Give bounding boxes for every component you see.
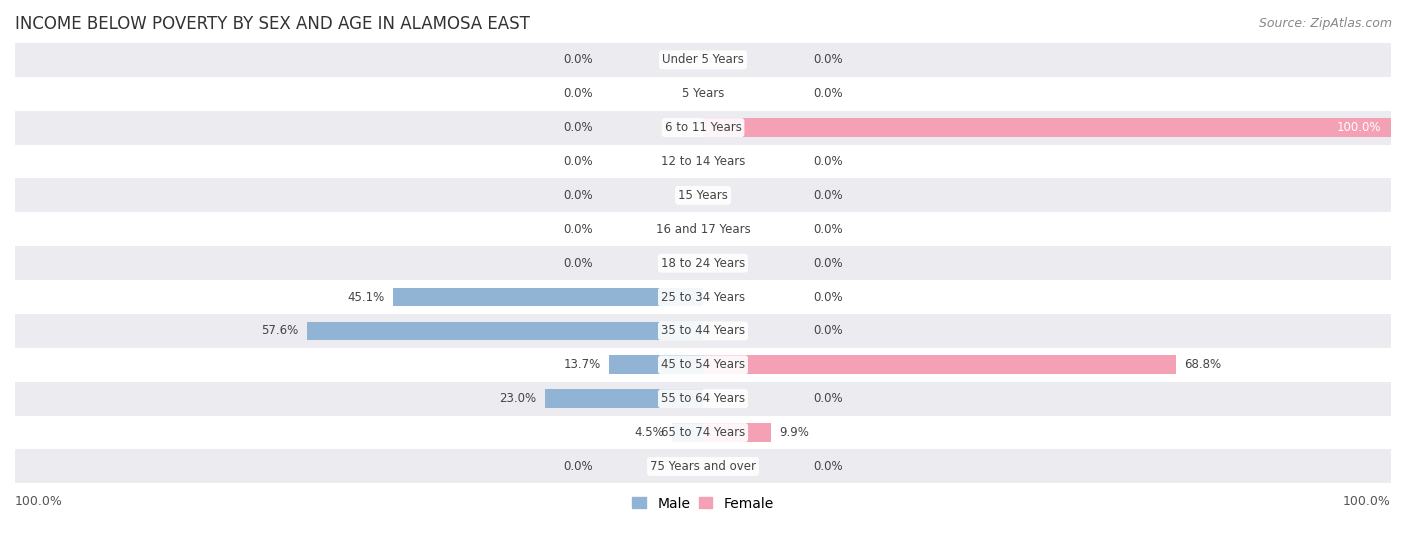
Bar [15, 212, 1391, 246]
Text: 0.0%: 0.0% [564, 223, 593, 235]
Bar [15, 416, 1391, 450]
Bar [703, 355, 1177, 374]
Text: 0.0%: 0.0% [564, 257, 593, 270]
Bar [544, 389, 703, 408]
Text: 35 to 44 Years: 35 to 44 Years [661, 324, 745, 338]
Bar [307, 321, 703, 340]
Bar [15, 77, 1391, 110]
Bar [15, 179, 1391, 212]
Text: 6 to 11 Years: 6 to 11 Years [665, 121, 741, 134]
Bar [609, 355, 703, 374]
Text: 0.0%: 0.0% [813, 189, 842, 202]
Bar [703, 118, 1391, 137]
Text: Under 5 Years: Under 5 Years [662, 54, 744, 66]
Text: 0.0%: 0.0% [564, 121, 593, 134]
Bar [392, 288, 703, 306]
Text: 0.0%: 0.0% [564, 189, 593, 202]
Text: 15 Years: 15 Years [678, 189, 728, 202]
Bar [15, 314, 1391, 348]
Text: Source: ZipAtlas.com: Source: ZipAtlas.com [1258, 17, 1392, 30]
Bar [703, 423, 770, 442]
Text: 100.0%: 100.0% [1343, 496, 1391, 508]
Text: 100.0%: 100.0% [1336, 121, 1381, 134]
Text: 0.0%: 0.0% [813, 460, 842, 473]
Bar [15, 382, 1391, 416]
Text: 75 Years and over: 75 Years and over [650, 460, 756, 473]
Bar [672, 423, 703, 442]
Bar [15, 450, 1391, 483]
Text: 57.6%: 57.6% [262, 324, 298, 338]
Text: 9.9%: 9.9% [779, 426, 810, 439]
Text: 0.0%: 0.0% [564, 54, 593, 66]
Text: 65 to 74 Years: 65 to 74 Years [661, 426, 745, 439]
Text: 13.7%: 13.7% [564, 358, 600, 371]
Text: 55 to 64 Years: 55 to 64 Years [661, 392, 745, 405]
Bar [15, 246, 1391, 280]
Text: 0.0%: 0.0% [813, 291, 842, 304]
Text: 68.8%: 68.8% [1185, 358, 1222, 371]
Text: 16 and 17 Years: 16 and 17 Years [655, 223, 751, 235]
Text: 0.0%: 0.0% [813, 223, 842, 235]
Bar [15, 43, 1391, 77]
Text: 0.0%: 0.0% [813, 257, 842, 270]
Text: 0.0%: 0.0% [564, 155, 593, 168]
Bar [15, 348, 1391, 382]
Text: 18 to 24 Years: 18 to 24 Years [661, 257, 745, 270]
Text: 0.0%: 0.0% [813, 324, 842, 338]
Bar [15, 110, 1391, 145]
Text: 5 Years: 5 Years [682, 87, 724, 100]
Bar [15, 280, 1391, 314]
Text: 23.0%: 23.0% [499, 392, 537, 405]
Text: 0.0%: 0.0% [564, 460, 593, 473]
Text: 45.1%: 45.1% [347, 291, 384, 304]
Text: 0.0%: 0.0% [813, 87, 842, 100]
Text: 0.0%: 0.0% [564, 87, 593, 100]
Bar [15, 145, 1391, 179]
Text: 4.5%: 4.5% [634, 426, 664, 439]
Text: 100.0%: 100.0% [15, 496, 63, 508]
Text: 0.0%: 0.0% [813, 54, 842, 66]
Legend: Male, Female: Male, Female [627, 491, 779, 516]
Text: INCOME BELOW POVERTY BY SEX AND AGE IN ALAMOSA EAST: INCOME BELOW POVERTY BY SEX AND AGE IN A… [15, 15, 530, 33]
Text: 12 to 14 Years: 12 to 14 Years [661, 155, 745, 168]
Text: 0.0%: 0.0% [813, 392, 842, 405]
Text: 45 to 54 Years: 45 to 54 Years [661, 358, 745, 371]
Text: 25 to 34 Years: 25 to 34 Years [661, 291, 745, 304]
Text: 0.0%: 0.0% [813, 155, 842, 168]
